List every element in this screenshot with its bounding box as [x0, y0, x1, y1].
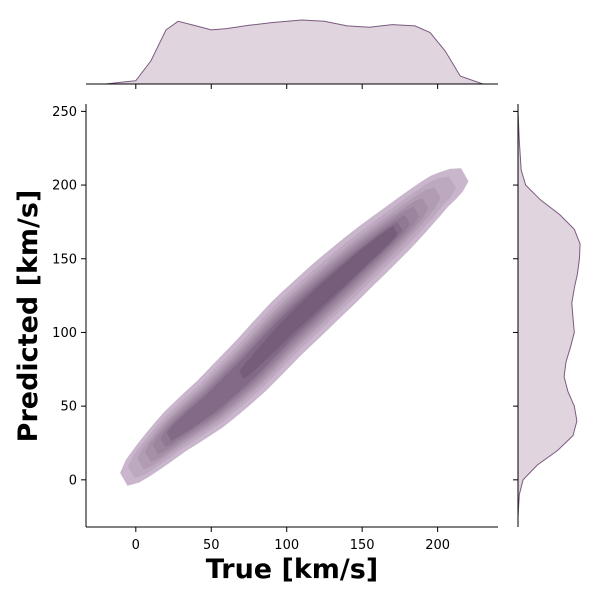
y-tick-label: 50 [60, 400, 77, 415]
marginal-y-density-area [517, 111, 581, 517]
y-tick-label: 150 [52, 252, 77, 267]
joint-plot-panel: 0 50 100 150 200 0 50 100 150 200 250 [52, 104, 498, 553]
x-axis-title: True [km/s] [206, 554, 378, 585]
y-tick-label: 250 [52, 105, 77, 120]
marginal-x-panel [86, 19, 498, 89]
kde-contour-group [120, 168, 469, 486]
y-tick-label: 0 [69, 473, 77, 488]
y-tick-label: 100 [52, 326, 77, 341]
y-tick-label: 200 [52, 179, 77, 194]
x-tick-label: 200 [425, 538, 450, 553]
x-tick-label: 100 [274, 538, 299, 553]
marginal-y-panel [513, 104, 581, 527]
x-tick-label: 150 [350, 538, 375, 553]
kde-contour-level-8 [239, 226, 398, 379]
marginal-x-density-area [105, 19, 484, 85]
x-tick-label: 0 [132, 538, 140, 553]
y-axis-title: Predicted [km/s] [13, 190, 44, 443]
x-tick-label: 50 [203, 538, 220, 553]
